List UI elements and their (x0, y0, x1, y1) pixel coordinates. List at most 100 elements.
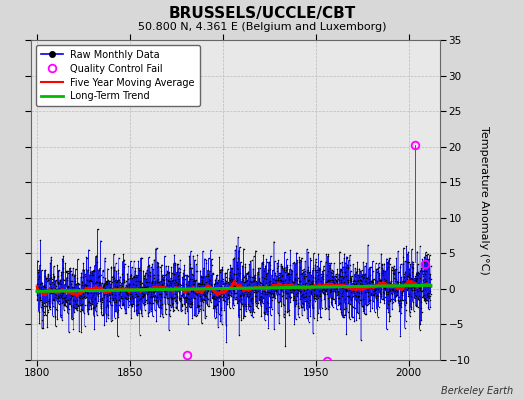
Point (304, 303, 313, 310)
Point (199, 296, 208, 302)
Point (205, 277, 214, 283)
Point (39, 291, 48, 298)
Point (321, 280, 330, 286)
Point (348, 303, 356, 309)
Point (81, 271, 89, 278)
Point (211, 295, 219, 302)
Point (128, 301, 136, 307)
Point (298, 270, 307, 276)
Point (381, 288, 390, 294)
Point (237, 287, 245, 294)
Point (338, 259, 346, 266)
Point (99, 312, 107, 318)
Point (412, 293, 420, 300)
Point (319, 267, 328, 273)
Point (52, 277, 60, 283)
Point (281, 282, 289, 288)
Point (300, 305, 308, 312)
Point (88, 298, 96, 304)
Point (106, 301, 115, 308)
Point (405, 273, 413, 280)
Point (113, 309, 121, 315)
Point (372, 266, 380, 272)
Point (299, 281, 308, 287)
Point (68, 270, 76, 277)
Point (335, 277, 343, 284)
Point (195, 280, 204, 287)
Point (58, 292, 66, 298)
Point (247, 279, 255, 286)
Point (407, 304, 415, 310)
Point (105, 280, 114, 287)
Point (172, 304, 180, 310)
Point (206, 283, 214, 290)
Point (85, 306, 93, 312)
Point (357, 337, 365, 343)
Point (206, 297, 214, 303)
Point (300, 294, 308, 300)
Point (276, 285, 284, 292)
Point (241, 279, 249, 285)
Point (293, 274, 302, 281)
Point (259, 286, 268, 292)
Point (191, 277, 200, 283)
Point (397, 300, 405, 306)
Point (334, 294, 343, 301)
Point (330, 286, 339, 292)
Point (240, 291, 248, 297)
Point (298, 299, 307, 306)
Point (215, 287, 223, 294)
Point (216, 282, 225, 289)
Point (54, 292, 62, 299)
Point (72, 290, 80, 297)
Point (285, 271, 293, 278)
Point (49, 302, 57, 309)
Point (343, 254, 351, 261)
Point (278, 280, 286, 287)
Point (90, 303, 98, 310)
Point (250, 286, 259, 292)
Point (345, 293, 354, 299)
Point (113, 283, 122, 290)
Point (308, 292, 316, 298)
Point (54, 301, 63, 307)
Point (301, 286, 310, 292)
Point (160, 288, 168, 295)
Point (141, 287, 150, 293)
Point (156, 263, 164, 270)
Point (126, 302, 135, 308)
Point (51, 291, 59, 297)
Point (233, 275, 242, 281)
Point (364, 300, 373, 307)
Point (92, 302, 101, 309)
Point (177, 308, 185, 314)
Point (189, 280, 197, 287)
Point (252, 303, 260, 309)
Point (222, 300, 231, 307)
Point (265, 288, 274, 295)
Point (191, 278, 200, 284)
Point (370, 292, 378, 298)
Point (100, 282, 108, 288)
Point (379, 296, 388, 303)
Point (353, 277, 362, 283)
Point (39, 303, 48, 310)
Point (344, 264, 352, 270)
Point (329, 279, 337, 285)
Point (117, 294, 125, 301)
Point (412, 269, 421, 276)
Point (222, 270, 230, 276)
Point (88, 272, 96, 279)
Point (385, 288, 393, 294)
Point (88, 268, 96, 274)
Point (231, 247, 239, 253)
Point (301, 294, 309, 300)
Point (366, 308, 375, 314)
Point (153, 294, 161, 301)
Point (275, 298, 283, 305)
Point (196, 293, 204, 299)
Point (156, 283, 165, 290)
Point (103, 278, 112, 285)
Point (127, 300, 136, 307)
Point (72, 266, 80, 272)
